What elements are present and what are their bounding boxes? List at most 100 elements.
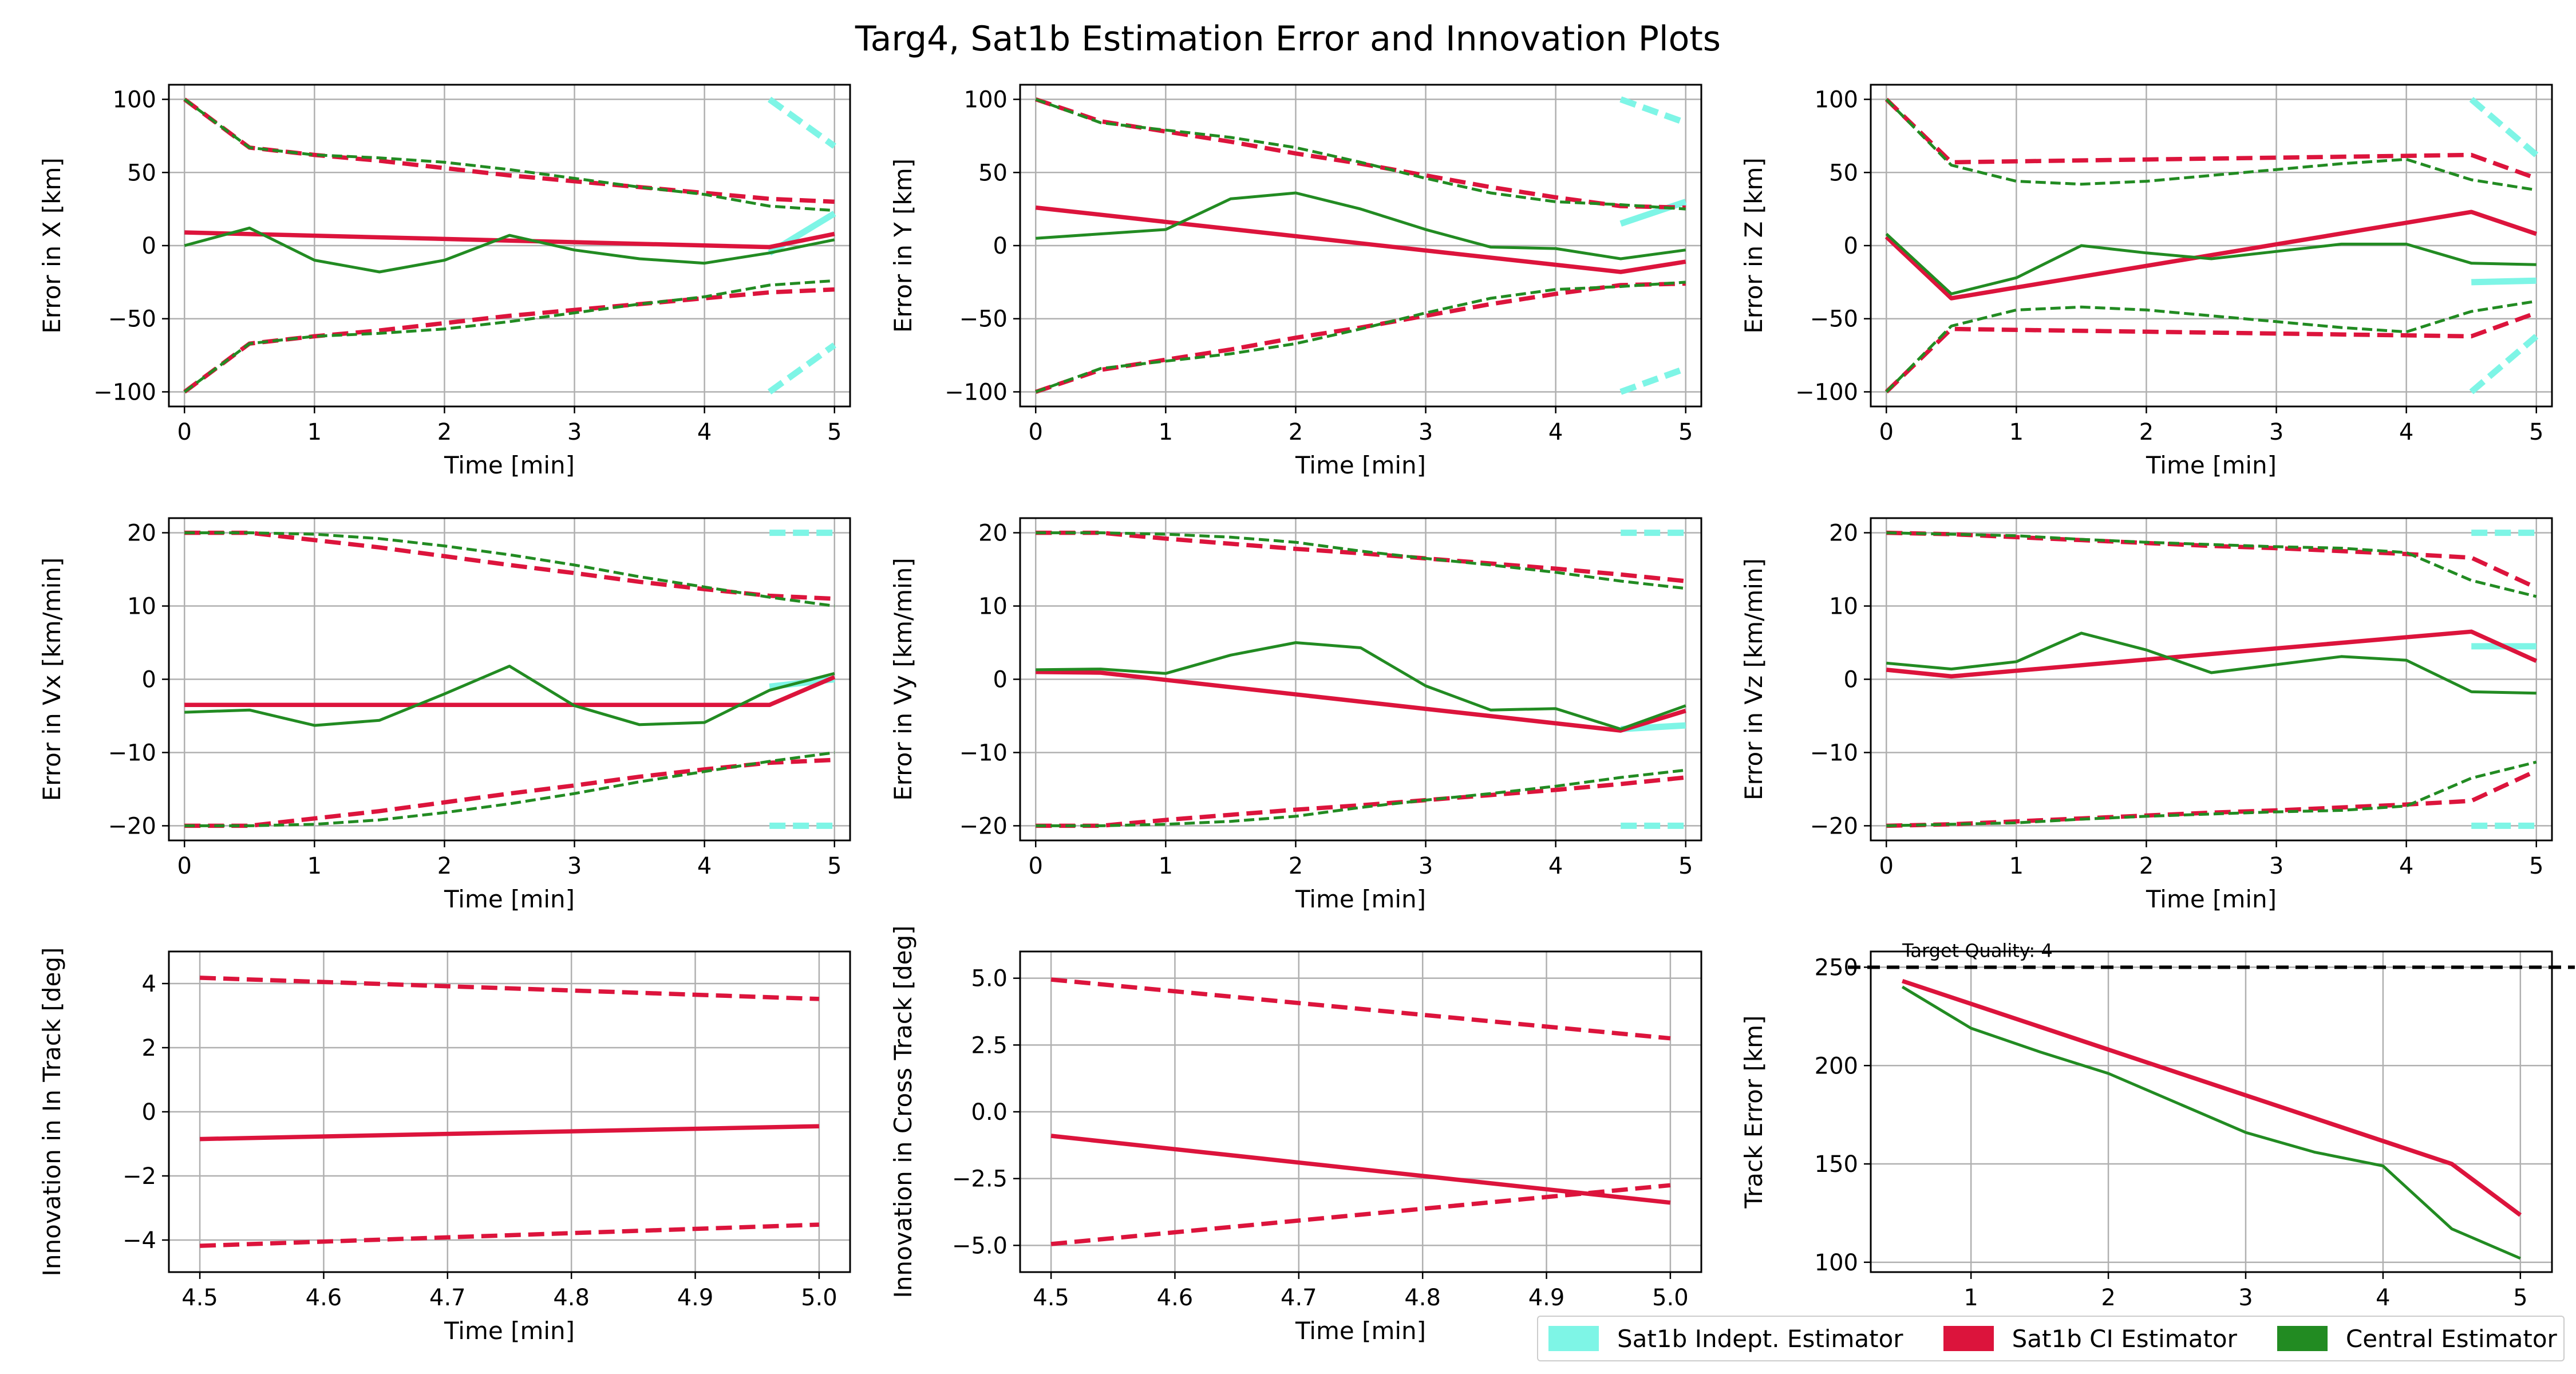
- y-tick-label: 0: [142, 1099, 156, 1126]
- y-tick-label: 50: [1829, 160, 1858, 186]
- series-line-ci: [1036, 669, 1686, 733]
- y-tick-label: −100: [1795, 379, 1858, 405]
- x-axis-label: Time [min]: [1295, 451, 1426, 479]
- series-line-central: [1036, 531, 1686, 590]
- series-line-ci: [1884, 97, 2537, 181]
- series-line-central: [183, 98, 835, 212]
- series-line-central: [1885, 299, 2537, 393]
- series-line-indept: [1619, 365, 1687, 395]
- y-tick-label: 100: [1815, 87, 1858, 113]
- x-tick-label: 0: [1029, 419, 1043, 445]
- series-line-ci: [1884, 210, 2537, 301]
- axes-frame: [1870, 950, 2553, 1273]
- y-tick-label: 0: [1844, 233, 1858, 259]
- x-tick-label: 3: [2269, 419, 2283, 445]
- series-line-central: [1036, 768, 1686, 827]
- series-line-central: [1035, 98, 1686, 211]
- x-tick-label: 1: [307, 419, 322, 445]
- error-x-panel: 0 1 2 3 4 5 −100 −50 0 50 100 Time [min] Error in X …: [38, 84, 851, 479]
- x-tick-label: 4.5: [1033, 1285, 1069, 1311]
- y-tick-label: −4: [123, 1227, 156, 1254]
- x-tick-label: 5: [827, 853, 841, 879]
- y-tick-label: 5.0: [971, 966, 1008, 992]
- y-tick-label: 150: [1815, 1151, 1858, 1178]
- x-axis-label: Time [min]: [2146, 885, 2277, 913]
- series-line-ci: [184, 675, 836, 708]
- y-tick-label: 20: [978, 520, 1008, 547]
- series-line-ci: [1050, 977, 1671, 1041]
- y-axis-label: Error in Vy [km/min]: [889, 558, 917, 801]
- x-tick-label: 4: [697, 853, 712, 879]
- series-line-indept: [2469, 97, 2539, 157]
- y-tick-label: 10: [1829, 594, 1858, 620]
- y-tick-label: 2: [142, 1035, 156, 1061]
- series-line-central: [183, 279, 835, 393]
- x-axis-label: Time [min]: [1295, 1317, 1426, 1345]
- legend-item-central: Central Estimator: [2277, 1325, 2557, 1353]
- x-tick-label: 5: [1678, 853, 1693, 879]
- x-tick-label: 4: [2376, 1285, 2390, 1311]
- series-line-central: [184, 531, 835, 607]
- x-tick-label: 2: [2139, 419, 2154, 445]
- x-axis-label: Time [min]: [444, 451, 575, 479]
- target-quality-annotation: Target Quality: 4: [1902, 939, 2053, 961]
- y-axis-label: Error in Z [km]: [1740, 157, 1768, 334]
- x-tick-label: 2: [437, 853, 452, 879]
- x-tick-label: 3: [2238, 1285, 2253, 1311]
- y-tick-label: 0.0: [971, 1099, 1008, 1126]
- x-tick-label: 1: [2009, 853, 2024, 879]
- x-tick-label: 5: [1678, 419, 1693, 445]
- x-tick-label: 0: [177, 853, 192, 879]
- series-line-central: [1886, 760, 2537, 827]
- x-tick-label: 4: [1548, 853, 1563, 879]
- x-tick-label: 4: [697, 419, 712, 445]
- series-line-ci: [1886, 629, 2538, 679]
- series-line-central: [1035, 281, 1686, 393]
- series-line-ci: [1036, 775, 1686, 828]
- legend-label-indept: Sat1b Indept. Estimator: [1617, 1324, 1903, 1353]
- x-axis-label: Time [min]: [2146, 451, 2277, 479]
- y-tick-label: −10: [959, 740, 1008, 766]
- innovation-cross-track-panel: 4.5 4.6 4.7 4.8 4.9 5.0 −5.0 −2.5 0.0 2.5 5.0 Time …: [889, 925, 1702, 1345]
- x-tick-label: 3: [567, 853, 582, 879]
- x-tick-label: 4.9: [677, 1285, 714, 1311]
- y-tick-label: 50: [978, 160, 1008, 186]
- x-tick-label: 3: [567, 419, 582, 445]
- series-line-central: [1036, 641, 1686, 731]
- y-tick-label: −50: [1810, 306, 1858, 333]
- x-tick-label: 1: [307, 853, 322, 879]
- series-line-ci: [1036, 530, 1686, 583]
- legend-swatch-indept: [1548, 1326, 1599, 1351]
- figure-title: Targ4, Sat1b Estimation Error and Innova…: [855, 19, 1721, 59]
- x-tick-label: 5.0: [801, 1285, 837, 1311]
- y-tick-label: 0: [993, 233, 1008, 259]
- x-tick-label: 5.0: [1652, 1285, 1689, 1311]
- x-tick-label: 3: [1419, 419, 1433, 445]
- y-tick-label: −100: [945, 379, 1008, 405]
- y-tick-label: −50: [108, 306, 156, 333]
- x-tick-label: 2: [2139, 853, 2154, 879]
- x-tick-label: 5: [827, 419, 841, 445]
- y-tick-label: −10: [1810, 740, 1858, 766]
- series-line-indept: [767, 342, 836, 394]
- x-tick-label: 4.8: [1404, 1285, 1441, 1311]
- y-tick-label: 20: [127, 520, 156, 547]
- x-tick-label: 1: [1159, 853, 1173, 879]
- y-axis-label: Error in Vx [km/min]: [38, 558, 66, 802]
- y-tick-label: −50: [959, 306, 1008, 333]
- series-line-central: [1885, 98, 2537, 192]
- y-tick-label: 10: [127, 594, 156, 620]
- series-line-central: [1901, 985, 2521, 1260]
- series-line-central: [1886, 531, 2537, 598]
- series-line-ci: [184, 230, 835, 250]
- y-tick-label: 0: [1844, 667, 1858, 693]
- y-axis-label: Error in X [km]: [38, 157, 66, 334]
- series-line-central: [184, 226, 835, 274]
- y-tick-label: −20: [959, 813, 1008, 839]
- y-tick-label: 20: [1829, 520, 1858, 547]
- y-tick-label: 0: [142, 233, 156, 259]
- series-line-indept: [2469, 334, 2539, 394]
- error-vx-panel: 0 1 2 3 4 5 −20 −10 0 10 20 Time [min] Error in Vx […: [38, 517, 851, 913]
- y-tick-label: 0: [142, 667, 156, 693]
